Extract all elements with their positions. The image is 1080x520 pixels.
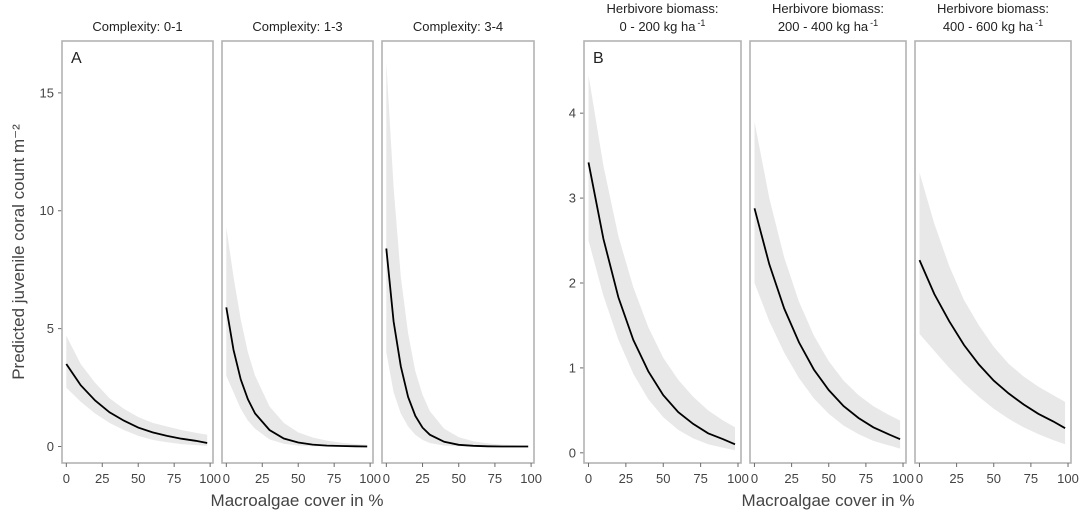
y-tick-label: 0 [569, 445, 576, 460]
x-tick-label: 0 [751, 471, 758, 486]
prediction-line [65, 363, 208, 444]
facet-title-line2: 0 - 200 kg ha -1 [620, 18, 706, 34]
x-tick-label: 100 [199, 471, 221, 486]
x-tick-label: 75 [1024, 471, 1038, 486]
x-tick-label: 100 [520, 471, 542, 486]
facet-title-superscript: -1 [1035, 18, 1043, 28]
prediction-line [753, 208, 901, 441]
facet-title-line1: Herbivore biomass: [607, 1, 719, 16]
x-tick-label: 25 [95, 471, 109, 486]
facet-A-3: 0 25 50 75 100 Complexity: 3-4 [381, 19, 542, 486]
y-tick-label: 3 [569, 191, 576, 206]
confidence-ribbon [386, 62, 529, 447]
facet-title-line1: Herbivore biomass: [772, 1, 884, 16]
panel-frame [221, 40, 374, 464]
facet-B-1: 0 25 50 75 100 Herbivore biomass: 0 - 200 kg h… [583, 1, 749, 486]
facet-title-unit: 400 - 600 kg ha [943, 19, 1034, 34]
x-tick-label: 75 [488, 471, 502, 486]
facet-A-2: 0 25 50 75 100 Complexity: 1-3 [221, 19, 381, 486]
y-axis-label: Predicted juvenile coral count m⁻² [9, 124, 28, 380]
panel-group-B: 0 1 2 3 4 0 25 50 75 100 Herbivore biomass: 0 - 200… [569, 1, 1079, 510]
facet-A-1: 0 25 50 75 100 Complexity: 0-1 [61, 19, 221, 486]
x-tick-label: 75 [327, 471, 341, 486]
x-tick-label: 25 [619, 471, 633, 486]
x-axis-label: Macroalgae cover in % [742, 491, 915, 510]
y-tick-label: 15 [40, 85, 54, 100]
prediction-line [385, 248, 529, 448]
x-tick-label: 100 [359, 471, 381, 486]
x-tick-label: 0 [916, 471, 923, 486]
facet-title: Complexity: 3-4 [413, 19, 503, 34]
facet-title-unit: 0 - 200 kg ha [620, 19, 697, 34]
x-tick-label: 25 [255, 471, 269, 486]
facet-title-superscript: -1 [870, 18, 878, 28]
y-tick-label: 5 [47, 321, 54, 336]
facet-title-line1: Herbivore biomass: [937, 1, 1049, 16]
panel-letter: A [71, 50, 82, 67]
prediction-line [225, 307, 368, 448]
confidence-ribbon [754, 121, 901, 449]
confidence-ribbon [919, 172, 1066, 445]
y-tick-label: 0 [47, 439, 54, 454]
x-tick-label: 50 [131, 471, 145, 486]
confidence-ribbon [66, 335, 208, 446]
confidence-ribbon [226, 227, 368, 447]
x-tick-label: 75 [167, 471, 181, 486]
x-tick-label: 0 [63, 471, 70, 486]
y-tick-label: 1 [569, 360, 576, 375]
facet-title-unit: 200 - 400 kg ha [778, 19, 869, 34]
panel-frame [583, 40, 742, 464]
x-tick-label: 100 [892, 471, 914, 486]
x-tick-label: 100 [727, 471, 749, 486]
confidence-ribbon [588, 75, 735, 451]
x-axis-label: Macroalgae cover in % [211, 491, 384, 510]
y-tick-label: 10 [40, 203, 54, 218]
facet-title-line2: 200 - 400 kg ha -1 [778, 18, 878, 34]
x-tick-label: 50 [451, 471, 465, 486]
facet-B-3: 0 25 50 75 100 Herbivore biomass: 400 - 600 kg… [914, 1, 1079, 486]
x-tick-label: 50 [656, 471, 670, 486]
panel-frame [61, 40, 214, 464]
x-tick-label: 50 [822, 471, 836, 486]
x-tick-label: 75 [859, 471, 873, 486]
facet-title: Complexity: 1-3 [252, 19, 342, 34]
prediction-line [587, 162, 736, 446]
x-tick-label: 100 [1057, 471, 1079, 486]
panel-frame [914, 40, 1072, 464]
x-tick-label: 25 [415, 471, 429, 486]
x-tick-label: 75 [693, 471, 707, 486]
y-tick-label: 2 [569, 275, 576, 290]
x-tick-label: 50 [987, 471, 1001, 486]
x-tick-label: 0 [383, 471, 390, 486]
x-tick-label: 50 [291, 471, 305, 486]
y-tick-label: 4 [569, 106, 576, 121]
x-tick-label: 0 [585, 471, 592, 486]
x-tick-label: 25 [949, 471, 963, 486]
panel-group-A: 0 5 10 15 0 25 50 75 100 Complexity: 0-1 0 25 50 75 10… [9, 19, 542, 510]
panel-letter: B [593, 50, 604, 67]
facet-B-2: 0 25 50 75 100 Herbivore biomass: 200 - 400 kg… [749, 1, 914, 486]
panel-frame [381, 40, 535, 464]
panel-frame [749, 40, 907, 464]
x-tick-label: 25 [784, 471, 798, 486]
facet-title-line2: 400 - 600 kg ha -1 [943, 18, 1043, 34]
facet-title: Complexity: 0-1 [92, 19, 182, 34]
x-tick-label: 0 [223, 471, 230, 486]
facet-title-superscript: -1 [697, 18, 705, 28]
prediction-line [918, 259, 1066, 429]
